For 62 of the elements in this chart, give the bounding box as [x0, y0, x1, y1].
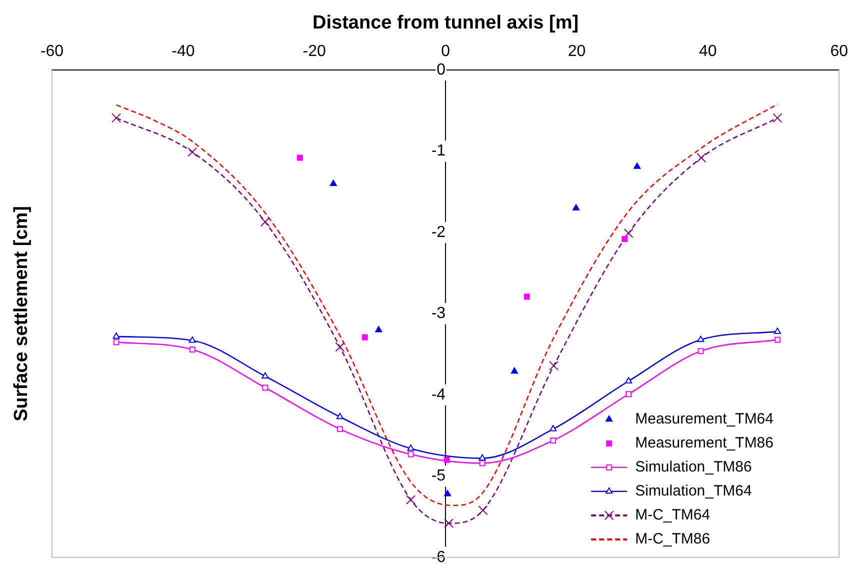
legend-label: Measurement_TM86	[635, 434, 774, 452]
point	[479, 460, 486, 466]
x-tick-label: -40	[172, 42, 195, 60]
y-tick-label: -3	[431, 305, 446, 322]
point	[188, 336, 196, 343]
point	[634, 162, 641, 169]
point	[262, 384, 268, 391]
point	[772, 113, 782, 123]
point	[112, 113, 122, 123]
point	[336, 412, 344, 420]
legend-label: Measurement_TM64	[635, 410, 774, 428]
x-tick-label: -20	[302, 42, 326, 60]
point	[375, 326, 382, 332]
point	[697, 336, 704, 342]
point	[774, 328, 781, 334]
point	[406, 494, 416, 504]
x-tick-label: 20	[568, 42, 586, 60]
y-tick-label: 0	[436, 61, 446, 78]
point	[330, 180, 337, 186]
point	[478, 454, 486, 461]
point	[774, 336, 780, 343]
point	[113, 339, 120, 346]
legend-label: M-C_TM64	[635, 506, 710, 524]
point	[407, 444, 414, 451]
point	[478, 506, 488, 516]
point	[698, 348, 704, 354]
point	[696, 152, 706, 162]
point	[550, 437, 556, 444]
point	[444, 518, 454, 528]
point	[296, 154, 303, 161]
point	[625, 377, 632, 384]
legend-label: M-C_TM86	[635, 530, 710, 548]
point	[362, 334, 368, 340]
y-tick-label: -5	[431, 468, 446, 485]
x-axis-title: Distance from tunnel axis [m]	[312, 12, 579, 34]
point	[444, 456, 450, 463]
x-tick-label: -60	[40, 42, 64, 60]
point	[626, 391, 632, 398]
point	[335, 342, 345, 352]
point	[260, 217, 270, 227]
y-tick-label: -4	[431, 386, 446, 404]
point	[550, 425, 557, 432]
point	[262, 372, 269, 378]
point	[189, 346, 196, 352]
point	[510, 367, 518, 374]
point	[524, 294, 530, 300]
point	[336, 426, 343, 432]
point	[444, 490, 452, 496]
point	[549, 360, 559, 370]
legend-label: Simulation_TM64	[635, 482, 752, 500]
point	[188, 147, 198, 157]
point	[624, 228, 634, 238]
x-tick-label: 60	[830, 42, 848, 60]
point	[112, 332, 120, 339]
legend-label: Simulation_TM86	[635, 458, 752, 476]
y-axis-title: Surface settlement [cm]	[11, 206, 32, 422]
x-tick-label: 40	[699, 42, 717, 60]
point	[622, 236, 628, 242]
point	[408, 451, 414, 458]
point	[572, 204, 580, 210]
y-tick-label: -1	[431, 142, 446, 160]
y-tick-label: -2	[431, 224, 446, 241]
